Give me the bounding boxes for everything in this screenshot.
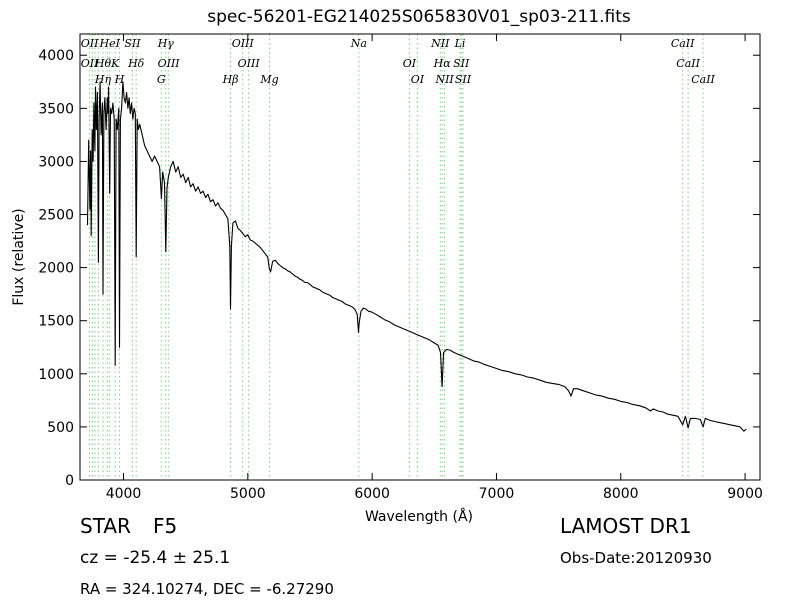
observation-date: Obs-Date:20120930 [560, 549, 712, 567]
x-tick-label: 7000 [479, 486, 515, 502]
spectral-line-label: HeI [98, 37, 120, 50]
spectral-line-markers [89, 34, 704, 480]
x-axis-label: Wavelength (Å) [365, 508, 473, 525]
spectral-line-label: Hγ [157, 37, 175, 50]
y-tick-label: 3000 [38, 154, 74, 170]
y-tick-label: 2500 [38, 208, 74, 224]
spectral-line-label: Hα [433, 57, 452, 70]
spectral-line-label: G [157, 73, 166, 86]
spectral-line-label: CaII [671, 37, 695, 50]
survey-name: LAMOST DR1 [560, 514, 692, 538]
x-tick-label: 6000 [354, 486, 390, 502]
y-tick-label: 1000 [38, 367, 74, 383]
spectral-line-label: Mg [259, 73, 278, 86]
spectral-line-label: CaII [676, 57, 700, 70]
spectral-line-label: NII [430, 37, 450, 50]
x-axis: 4000 5000 6000 7000 8000 9000 [106, 34, 763, 502]
spectral-line-label: OII [81, 57, 99, 70]
chart-title: spec-56201-EG214025S065830V01_sp03-211.f… [207, 7, 631, 27]
spectral-line-label: Li [454, 37, 466, 50]
x-tick-label: 5000 [230, 486, 266, 502]
spectral-line-label: SII [124, 37, 141, 50]
spectral-line-label: K [110, 57, 120, 70]
redshift-cz: cz = -25.4 ± 25.1 [80, 548, 231, 568]
spectral-line-label: OIII [158, 57, 181, 70]
x-tick-label: 9000 [727, 486, 763, 502]
y-tick-label: 4000 [38, 48, 74, 64]
y-axis: 0 500 1000 1500 2000 2500 3000 3500 4000 [38, 48, 760, 489]
y-tick-label: 2000 [38, 261, 74, 277]
spectral-line-labels: OIIOIIHθHηHeIKHSIIHδGHγOIIIHβOIIIOIIIMgN… [81, 37, 716, 86]
spectral-line-label: Hθ [94, 57, 112, 70]
spectral-line-label: H [114, 73, 125, 86]
spectrum-line [86, 81, 747, 432]
y-tick-label: 3500 [38, 101, 74, 117]
series-layer [86, 81, 747, 432]
spectral-line-label: OIII [238, 57, 261, 70]
spectral-line-label: Hβ [222, 73, 239, 86]
y-tick-label: 1500 [38, 314, 74, 330]
spectral-line-label: OII [81, 37, 99, 50]
spectral-line-label: OIII [232, 37, 255, 50]
spectral-line-label: OI [403, 57, 417, 70]
x-tick-label: 4000 [106, 486, 142, 502]
spectral-line-label: NII [434, 73, 454, 86]
y-axis-label: Flux (relative) [11, 208, 27, 305]
y-tick-label: 500 [47, 420, 74, 436]
x-tick-label: 8000 [603, 486, 639, 502]
ra-dec-coordinates: RA = 324.10274, DEC = -6.27290 [80, 580, 334, 598]
plot-frame [79, 33, 761, 481]
spectral-line-label: CaII [691, 73, 715, 86]
y-tick-label: 0 [65, 473, 74, 489]
spectral-line-label: Na [350, 37, 367, 50]
spectral-line-label: OI [411, 73, 425, 86]
spectral-line-label: SII [455, 73, 472, 86]
object-subclass: F5 [152, 514, 178, 538]
object-type: STAR [80, 514, 131, 538]
object-classification: STAR F5 [80, 514, 177, 538]
spectral-line-label: SII [453, 57, 470, 70]
spectral-line-label: Hη [94, 73, 112, 86]
spectral-line-label: Hδ [127, 57, 145, 70]
